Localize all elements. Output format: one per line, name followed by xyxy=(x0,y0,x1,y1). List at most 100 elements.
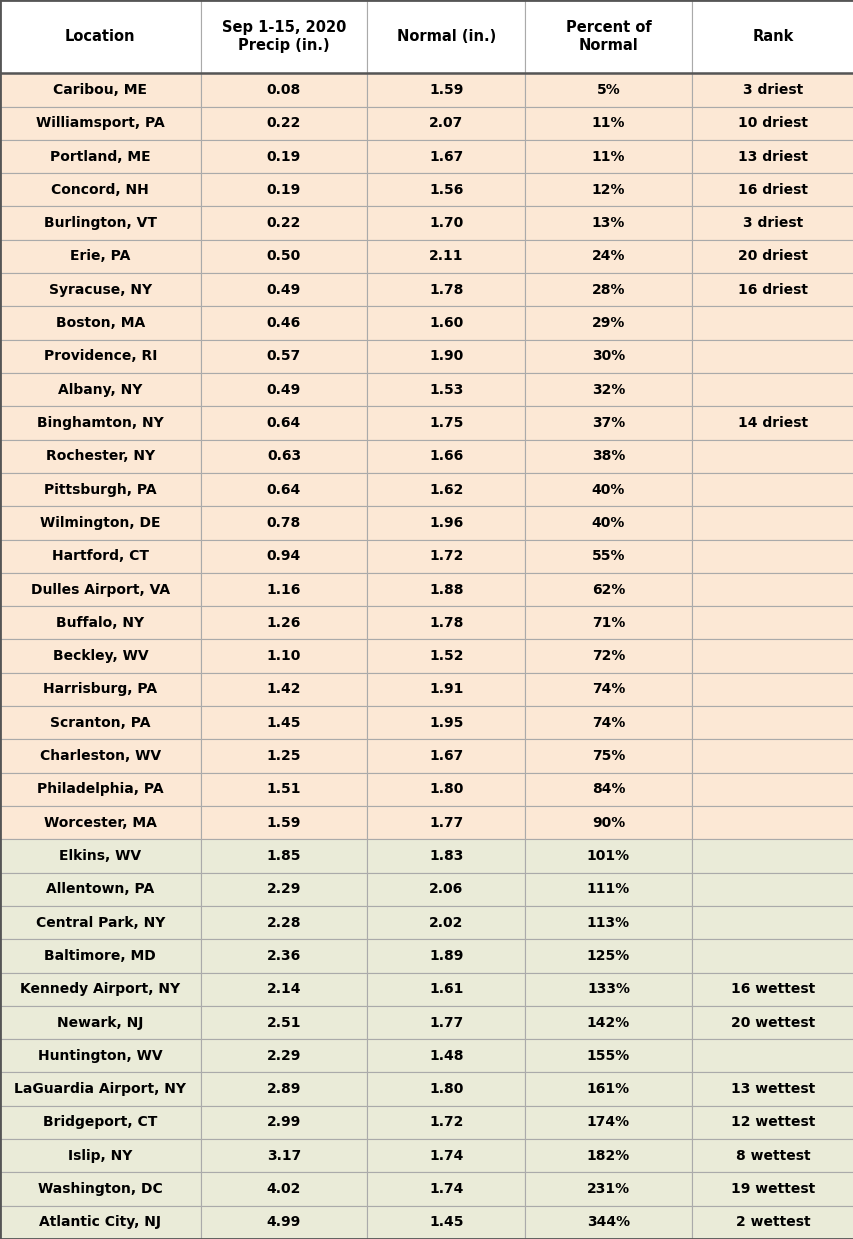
Bar xyxy=(0,706,200,740)
Bar xyxy=(367,773,525,807)
Bar xyxy=(367,306,525,339)
Bar xyxy=(525,1139,691,1172)
Text: 10 driest: 10 driest xyxy=(737,116,807,130)
Text: 29%: 29% xyxy=(591,316,624,330)
Bar xyxy=(691,673,853,706)
Text: 1.10: 1.10 xyxy=(266,649,301,663)
Bar xyxy=(200,0,367,73)
Bar xyxy=(0,473,200,507)
Bar xyxy=(367,1073,525,1105)
Text: Concord, NH: Concord, NH xyxy=(51,183,149,197)
Bar xyxy=(367,107,525,140)
Bar xyxy=(200,839,367,872)
Bar xyxy=(525,1006,691,1040)
Bar xyxy=(367,240,525,273)
Text: 1.25: 1.25 xyxy=(266,750,301,763)
Text: 101%: 101% xyxy=(586,849,630,864)
Bar xyxy=(691,0,853,73)
Bar xyxy=(200,906,367,939)
Text: 111%: 111% xyxy=(586,882,630,896)
Text: 1.90: 1.90 xyxy=(428,349,463,363)
Text: Rank: Rank xyxy=(751,30,792,45)
Text: 11%: 11% xyxy=(591,150,624,164)
Text: 90%: 90% xyxy=(591,815,624,830)
Text: 72%: 72% xyxy=(591,649,624,663)
Text: 1.67: 1.67 xyxy=(428,750,463,763)
Bar xyxy=(200,740,367,773)
Bar xyxy=(0,807,200,839)
Text: 0.19: 0.19 xyxy=(266,183,301,197)
Text: 11%: 11% xyxy=(591,116,624,130)
Text: Elkins, WV: Elkins, WV xyxy=(59,849,142,864)
Bar xyxy=(367,572,525,606)
Bar xyxy=(525,306,691,339)
Text: Washington, DC: Washington, DC xyxy=(38,1182,163,1196)
Text: 0.08: 0.08 xyxy=(266,83,301,97)
Text: 0.49: 0.49 xyxy=(266,383,301,396)
Bar xyxy=(525,406,691,440)
Text: 1.77: 1.77 xyxy=(428,1016,463,1030)
Bar xyxy=(367,939,525,973)
Text: 40%: 40% xyxy=(591,483,624,497)
Bar xyxy=(691,973,853,1006)
Bar xyxy=(200,539,367,572)
Text: 20 driest: 20 driest xyxy=(737,249,807,264)
Bar xyxy=(0,1006,200,1040)
Bar xyxy=(0,939,200,973)
Text: Albany, NY: Albany, NY xyxy=(58,383,142,396)
Bar xyxy=(0,373,200,406)
Text: Allentown, PA: Allentown, PA xyxy=(46,882,154,896)
Bar xyxy=(367,906,525,939)
Bar xyxy=(367,339,525,373)
Text: 0.94: 0.94 xyxy=(266,549,301,564)
Bar xyxy=(200,73,367,107)
Text: Huntington, WV: Huntington, WV xyxy=(38,1049,162,1063)
Text: 1.80: 1.80 xyxy=(428,782,463,797)
Bar xyxy=(0,572,200,606)
Bar xyxy=(367,639,525,673)
Text: 28%: 28% xyxy=(591,282,624,297)
Bar xyxy=(0,107,200,140)
Text: Beckley, WV: Beckley, WV xyxy=(53,649,148,663)
Bar xyxy=(200,1040,367,1073)
Bar xyxy=(367,1105,525,1139)
Text: Bridgeport, CT: Bridgeport, CT xyxy=(44,1115,157,1130)
Text: Syracuse, NY: Syracuse, NY xyxy=(49,282,152,297)
Text: 1.74: 1.74 xyxy=(428,1149,463,1162)
Bar xyxy=(691,339,853,373)
Bar xyxy=(525,373,691,406)
Bar xyxy=(691,306,853,339)
Text: 161%: 161% xyxy=(586,1082,630,1097)
Bar xyxy=(525,572,691,606)
Text: 1.70: 1.70 xyxy=(428,216,463,230)
Bar xyxy=(0,339,200,373)
Bar xyxy=(0,1073,200,1105)
Bar xyxy=(367,673,525,706)
Text: 32%: 32% xyxy=(591,383,624,396)
Bar xyxy=(367,173,525,207)
Text: 3 driest: 3 driest xyxy=(742,216,802,230)
Text: Islip, NY: Islip, NY xyxy=(68,1149,132,1162)
Bar xyxy=(525,839,691,872)
Text: 125%: 125% xyxy=(586,949,630,963)
Bar xyxy=(525,273,691,306)
Text: 14 driest: 14 driest xyxy=(737,416,807,430)
Text: 1.96: 1.96 xyxy=(428,515,463,530)
Text: Pittsburgh, PA: Pittsburgh, PA xyxy=(44,483,156,497)
Text: LaGuardia Airport, NY: LaGuardia Airport, NY xyxy=(15,1082,186,1097)
Text: Atlantic City, NJ: Atlantic City, NJ xyxy=(39,1215,161,1229)
Text: Kennedy Airport, NY: Kennedy Airport, NY xyxy=(20,983,180,996)
Bar xyxy=(367,273,525,306)
Bar xyxy=(200,939,367,973)
Text: 0.57: 0.57 xyxy=(266,349,301,363)
Bar xyxy=(525,673,691,706)
Text: Caribou, ME: Caribou, ME xyxy=(53,83,148,97)
Text: 174%: 174% xyxy=(586,1115,630,1130)
Text: Baltimore, MD: Baltimore, MD xyxy=(44,949,156,963)
Text: 55%: 55% xyxy=(591,549,624,564)
Text: 16 driest: 16 driest xyxy=(737,183,807,197)
Text: 1.51: 1.51 xyxy=(266,782,301,797)
Text: 16 driest: 16 driest xyxy=(737,282,807,297)
Bar xyxy=(0,140,200,173)
Bar xyxy=(200,706,367,740)
